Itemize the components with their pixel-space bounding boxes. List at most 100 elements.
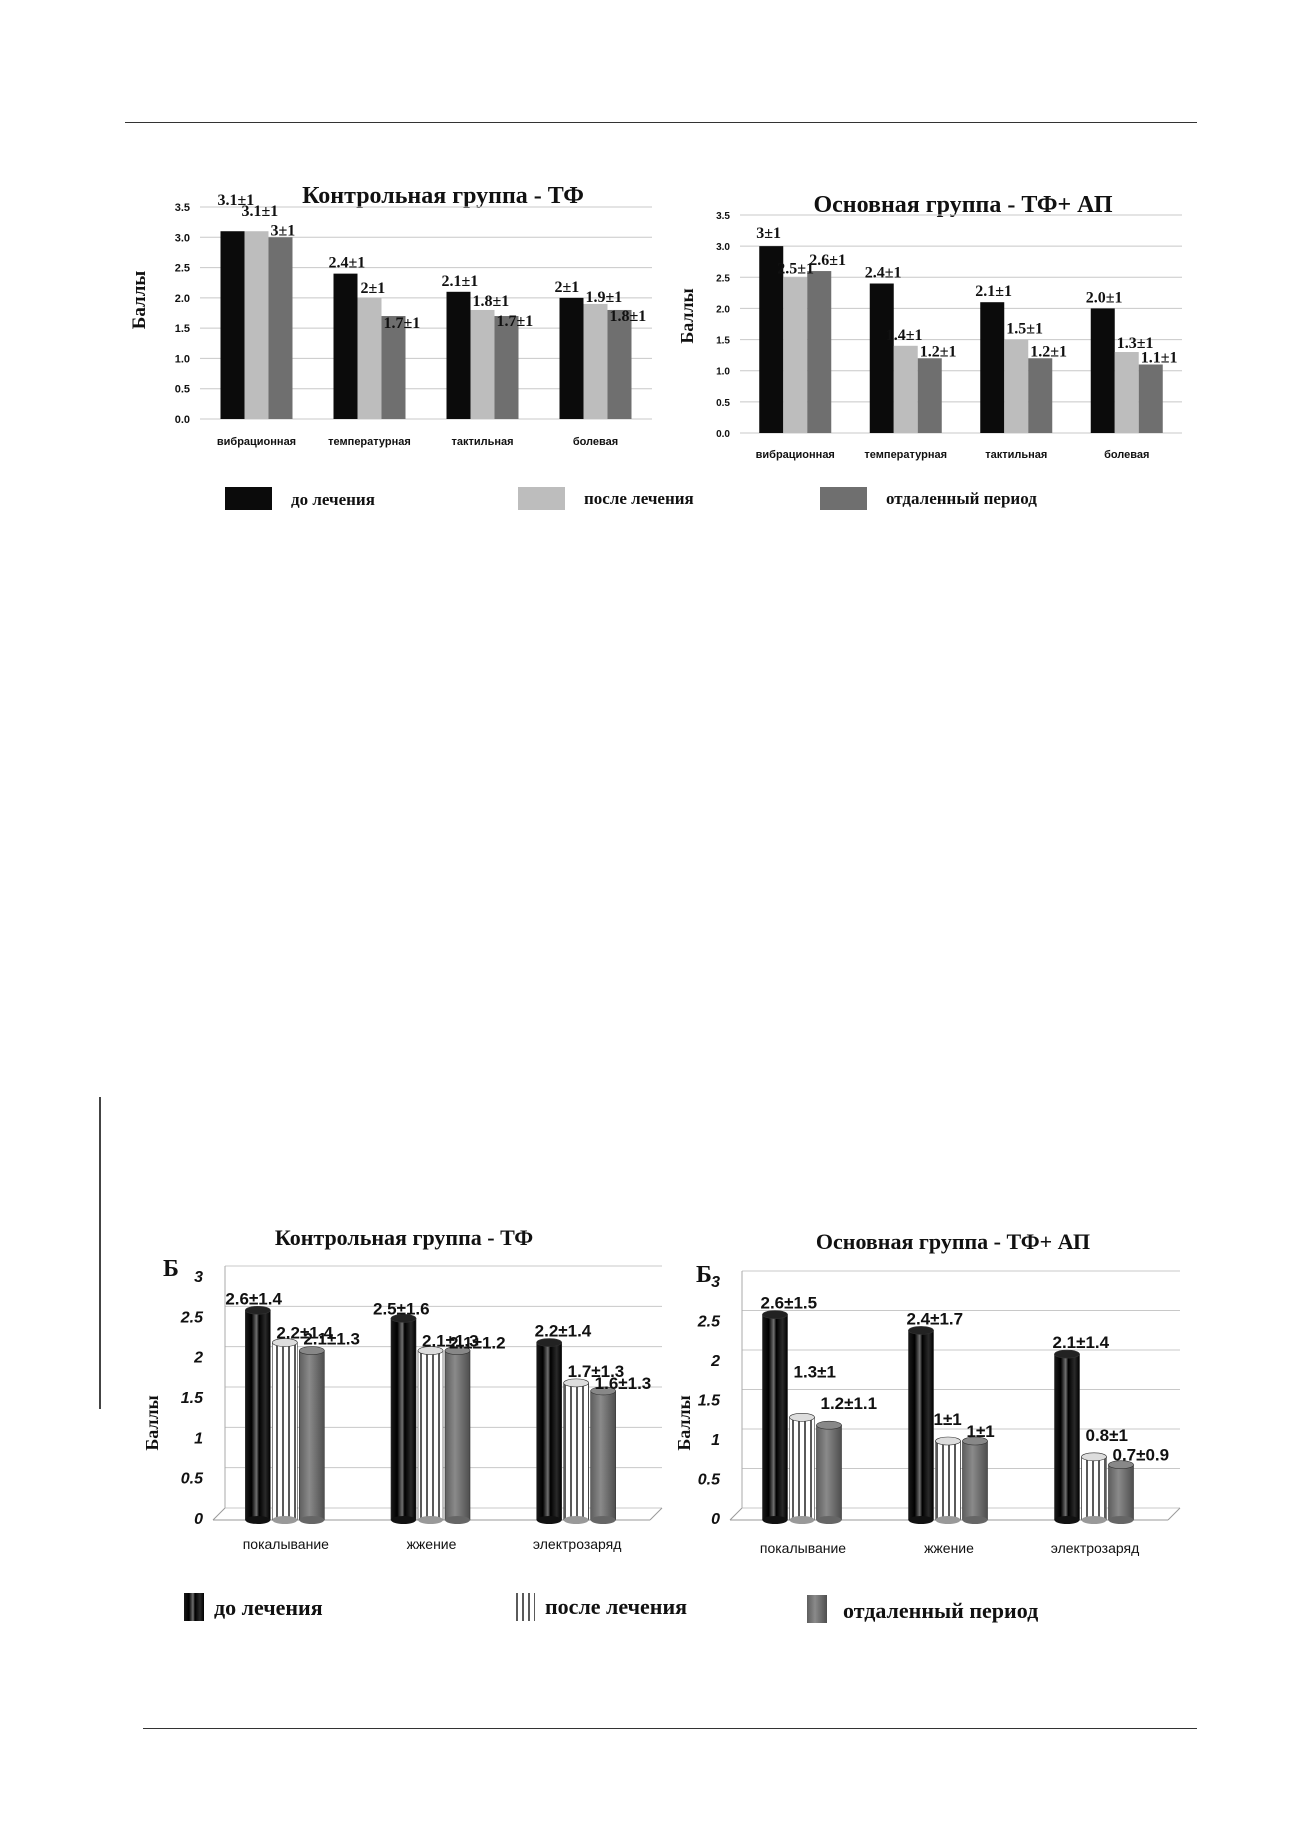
chart1-categories: вибрационная температурная тактильная болев… <box>217 436 618 448</box>
chart2-title: Основная группа - ТФ+ АП <box>813 192 1112 218</box>
bar <box>893 345 918 433</box>
category-label: вибрационная <box>756 449 835 461</box>
bar <box>590 1390 616 1521</box>
chart1-bars <box>220 231 632 419</box>
legend-bottom-label-2: после лечения <box>545 1594 687 1619</box>
bar-cap <box>962 1436 988 1446</box>
data-label: 1.7±1.3 <box>568 1362 625 1381</box>
bar-base <box>391 1516 416 1524</box>
bar-cap <box>1081 1452 1107 1462</box>
floor-left <box>729 1507 743 1521</box>
bar-cap <box>789 1413 815 1422</box>
category-label: тактильная <box>451 436 513 448</box>
bar-base <box>1108 1516 1134 1524</box>
y-tick-label: 2.0 <box>175 293 190 305</box>
data-label: 1.7±1 <box>497 313 534 330</box>
bar <box>272 1342 298 1521</box>
bar <box>494 316 519 419</box>
legend-bottom-swatch-2 <box>515 1593 535 1621</box>
data-label: 2.1±1 <box>975 283 1012 300</box>
y-tick-label: 1.5 <box>181 1390 204 1407</box>
chart4-title: Основная группа - ТФ+ АП <box>816 1229 1090 1254</box>
data-label: 1.7±1 <box>384 315 421 332</box>
bar <box>268 237 293 419</box>
floor-right <box>649 1507 663 1521</box>
data-label: 2.2±1.4 <box>535 1322 592 1341</box>
bar-base <box>762 1516 788 1524</box>
chart2-data-labels: 3±12.5±12.6±12.4±11.4±11.2±12.1±11.5±11.… <box>756 225 1177 366</box>
bar-base <box>962 1516 988 1524</box>
legend-bottom-label-3: отдаленный период <box>843 1598 1038 1623</box>
category-label: тактильная <box>985 449 1047 461</box>
legend-top-label-1: до лечения <box>291 490 375 509</box>
bar-cap <box>1108 1460 1134 1469</box>
bar-cap <box>390 1314 417 1323</box>
data-label: 2.1±1 <box>442 273 479 290</box>
data-label: 2.1±1.2 <box>449 1334 506 1353</box>
bar <box>607 309 632 419</box>
chart3-y-ticks: 0 0.5 1 1.5 2 2.5 3 <box>180 1269 204 1528</box>
bar <box>762 1314 788 1521</box>
bar <box>220 231 245 419</box>
data-label: 3.1±1 <box>218 192 255 209</box>
bar-base <box>1081 1516 1107 1524</box>
bar <box>444 1350 471 1521</box>
bar <box>1108 1464 1134 1521</box>
bar <box>816 1424 842 1521</box>
y-tick-label: 2.5 <box>175 263 190 275</box>
y-tick-label: 2.0 <box>716 304 730 315</box>
bar <box>980 302 1005 433</box>
legend-top: до лечения после лечения отдаленный пери… <box>225 487 1037 510</box>
bar-base <box>1054 1516 1080 1524</box>
bar <box>333 273 358 419</box>
category-label: температурная <box>328 436 411 448</box>
data-label: 2±1 <box>555 279 580 296</box>
bar-cap <box>245 1305 271 1315</box>
bar-base <box>536 1516 562 1524</box>
data-label: 1.9±1 <box>586 289 623 306</box>
data-label: 1.6±1.3 <box>595 1374 652 1393</box>
bar <box>390 1318 417 1521</box>
bar <box>869 283 894 433</box>
y-tick-label: 3 <box>711 1274 720 1291</box>
y-tick-label: 0.5 <box>716 398 730 409</box>
legend-bottom-swatch-3 <box>807 1595 827 1623</box>
bar-base <box>299 1516 325 1524</box>
bar-base <box>563 1516 589 1524</box>
y-tick-label: 0.0 <box>716 429 730 440</box>
bar-base <box>590 1516 616 1524</box>
legend-bottom: до лечения после лечения отдаленный пери… <box>184 1593 1038 1623</box>
data-label: 1.4±1 <box>886 327 923 344</box>
y-tick-label: 3.0 <box>716 242 730 253</box>
category-label: электрозаряд <box>533 1536 621 1552</box>
y-tick-label: 0.5 <box>181 1471 204 1488</box>
bar <box>783 277 808 433</box>
category-label: болевая <box>573 436 618 448</box>
bar-base <box>245 1516 271 1524</box>
bar <box>807 271 832 433</box>
data-label: 2.4±1 <box>865 265 902 282</box>
chart3-data-labels: 2.6±1.42.2±1.42.1±1.32.5±1.62.1±1.32.1±1… <box>225 1289 651 1393</box>
bar <box>1138 364 1163 433</box>
bar-cap <box>272 1338 298 1347</box>
bar-cap <box>1054 1349 1080 1359</box>
category-label: болевая <box>1104 449 1149 461</box>
y-tick-label: 2.5 <box>697 1314 721 1331</box>
y-tick-label: 1.5 <box>716 336 730 347</box>
y-tick-label: 0.0 <box>175 414 190 426</box>
chart2-ylabel: Баллы <box>677 288 697 343</box>
bar-base <box>418 1516 443 1524</box>
data-label: 1.2±1 <box>920 343 957 360</box>
data-label: 3±1 <box>756 225 781 242</box>
chart4-ylabel: Баллы <box>674 1395 694 1450</box>
bar <box>245 1309 271 1521</box>
bar-cap <box>536 1338 562 1347</box>
y-tick-label: 1 <box>194 1430 203 1447</box>
bar <box>917 358 942 433</box>
legend-top-label-3: отдаленный период <box>886 489 1037 508</box>
data-label: 1±1 <box>934 1410 962 1429</box>
y-tick-label: 1 <box>711 1432 720 1449</box>
bar-base <box>935 1516 961 1524</box>
data-label: 2.4±1 <box>329 255 366 272</box>
